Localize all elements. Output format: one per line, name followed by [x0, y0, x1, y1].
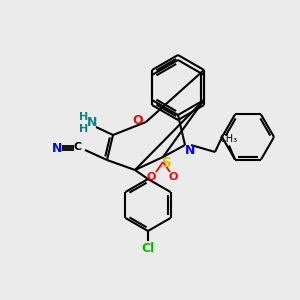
Text: N: N	[52, 142, 62, 154]
Text: O: O	[168, 172, 178, 182]
Text: H: H	[80, 124, 88, 134]
Text: CH₃: CH₃	[220, 134, 238, 143]
Text: H: H	[80, 112, 88, 122]
Text: Cl: Cl	[141, 242, 154, 256]
Text: S: S	[162, 156, 172, 170]
Text: C: C	[74, 142, 82, 152]
Text: O: O	[146, 172, 156, 182]
Text: N: N	[185, 143, 195, 157]
Text: O: O	[133, 115, 143, 128]
Text: N: N	[87, 116, 97, 128]
